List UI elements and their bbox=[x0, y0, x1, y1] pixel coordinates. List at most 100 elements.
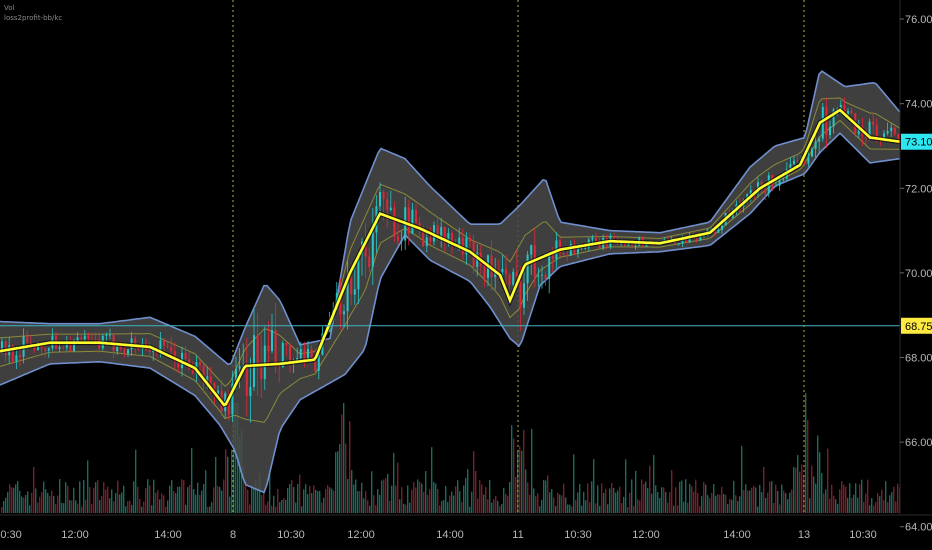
volume-bar bbox=[829, 498, 831, 513]
volume-bar bbox=[185, 504, 187, 513]
volume-bar bbox=[413, 482, 415, 513]
volume-bar bbox=[753, 485, 755, 513]
volume-bar bbox=[315, 489, 317, 513]
candle bbox=[87, 335, 90, 339]
volume-bar bbox=[797, 454, 799, 513]
volume-bar bbox=[723, 493, 725, 513]
volume-bar bbox=[737, 501, 739, 513]
volume-bar bbox=[887, 502, 889, 513]
time-axis[interactable]: 10:30 12:00 14:00 8 10:30 12:00 14:00 11 10:30 12… bbox=[0, 514, 932, 541]
price-axis[interactable]: 76.00 74.00 72.00 70.00 68.00 66.00 64.00 bbox=[899, 0, 932, 534]
volume-bar bbox=[359, 491, 361, 513]
volume-bar bbox=[601, 483, 603, 513]
volume-bar bbox=[291, 479, 293, 513]
volume-bar bbox=[725, 494, 727, 513]
volume-bar bbox=[421, 483, 423, 513]
volume-bar bbox=[661, 487, 663, 513]
volume-bar bbox=[277, 489, 279, 513]
volume-bar bbox=[633, 506, 635, 513]
volume-bar bbox=[191, 448, 193, 513]
volume-bar bbox=[525, 469, 527, 513]
volume-bar bbox=[149, 485, 151, 513]
time-tick-label: 14:00 bbox=[723, 529, 751, 541]
volume-bar bbox=[631, 479, 633, 513]
band-fill bbox=[0, 71, 900, 493]
candle bbox=[890, 127, 893, 132]
volume-bar bbox=[595, 503, 597, 513]
candle bbox=[285, 342, 288, 346]
volume-bar bbox=[85, 499, 87, 513]
volume-bar bbox=[447, 501, 449, 513]
candle bbox=[177, 361, 180, 368]
candle bbox=[267, 345, 270, 352]
volume-bar bbox=[151, 505, 153, 513]
volume-bar bbox=[105, 489, 107, 513]
candle bbox=[883, 133, 885, 139]
volume-bar bbox=[351, 470, 353, 513]
volume-bar bbox=[281, 500, 283, 513]
volume-bar bbox=[575, 499, 577, 513]
volume-bar bbox=[51, 490, 53, 513]
volume-bar bbox=[339, 444, 341, 513]
volume-bar bbox=[453, 495, 455, 513]
time-tick-label: 14:00 bbox=[436, 529, 464, 541]
volume-bar bbox=[221, 490, 223, 513]
candle bbox=[116, 346, 119, 352]
volume-bar bbox=[47, 492, 49, 513]
volume-bar bbox=[501, 503, 503, 513]
volume-bar bbox=[529, 494, 531, 513]
volume-bar bbox=[579, 484, 581, 513]
volume-bar bbox=[665, 491, 667, 513]
volume-bar bbox=[253, 487, 255, 513]
volume-bar bbox=[215, 456, 217, 513]
candle bbox=[274, 330, 277, 367]
time-tick-label: 11 bbox=[512, 529, 523, 541]
candle bbox=[717, 229, 720, 233]
volume-bar bbox=[177, 486, 179, 513]
volume-bar bbox=[135, 449, 137, 513]
volume-bar bbox=[417, 479, 419, 513]
volume-bar bbox=[685, 479, 687, 513]
volume-bar bbox=[377, 489, 379, 513]
candle bbox=[512, 271, 515, 285]
volume-bar bbox=[893, 486, 895, 513]
volume-bar bbox=[343, 403, 345, 513]
volume-bar bbox=[131, 504, 133, 513]
volume-bar bbox=[799, 471, 801, 513]
volume-bar bbox=[481, 484, 483, 513]
volume-bar bbox=[5, 497, 7, 513]
candle bbox=[875, 124, 878, 137]
volume-bar bbox=[867, 479, 869, 513]
volume-bar bbox=[103, 482, 105, 513]
volume-bar bbox=[415, 487, 417, 513]
volume-bar bbox=[803, 474, 805, 513]
candle bbox=[443, 227, 446, 242]
volume-bar bbox=[181, 479, 183, 513]
volume-bar bbox=[63, 503, 65, 513]
candle bbox=[83, 335, 86, 340]
candle bbox=[19, 355, 21, 357]
volume-bar bbox=[669, 492, 671, 513]
bollinger-bands bbox=[0, 70, 901, 494]
ema-line bbox=[0, 108, 901, 407]
candle bbox=[782, 178, 785, 180]
candle bbox=[778, 179, 781, 186]
last-price-tag-label: 73.10 bbox=[905, 137, 932, 149]
volume-bar bbox=[57, 495, 59, 513]
candle bbox=[811, 149, 813, 157]
volume-bar bbox=[849, 483, 851, 513]
volume-bar bbox=[145, 488, 147, 513]
volume-bar bbox=[139, 498, 141, 513]
volume-bar bbox=[745, 484, 747, 513]
legend-volume[interactable]: Vol bbox=[4, 4, 15, 12]
volume-bar bbox=[121, 492, 123, 513]
volume-bar bbox=[739, 496, 741, 513]
volume-bar bbox=[853, 494, 855, 513]
volume-bar bbox=[743, 489, 745, 513]
volume-bar bbox=[763, 466, 765, 513]
legend-indicator[interactable]: loss2profit-bb/kc bbox=[4, 14, 63, 22]
volume-bar bbox=[511, 425, 513, 513]
volume-bar bbox=[895, 501, 897, 513]
